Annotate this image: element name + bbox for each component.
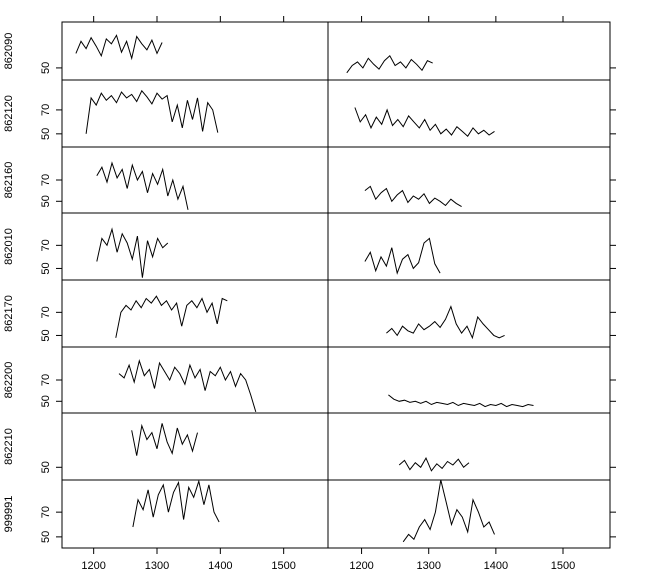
strip-label: 862090 xyxy=(3,33,15,70)
series-line xyxy=(96,227,169,278)
panel-frame xyxy=(61,479,611,549)
panel-frame xyxy=(61,412,611,481)
strip-label: 999991 xyxy=(3,496,15,533)
y-tick-label: 70 xyxy=(40,374,52,386)
y-tick-label: 70 xyxy=(40,104,52,116)
strip-label: 862010 xyxy=(3,228,15,265)
series-line xyxy=(85,89,219,134)
y-tick-label: 70 xyxy=(40,239,52,251)
y-tick-label: 50 xyxy=(40,195,52,207)
x-tick-label: 1300 xyxy=(145,560,169,572)
y-tick-label: 50 xyxy=(40,531,52,543)
y-tick-label: 50 xyxy=(40,128,52,140)
strip-label: 862210 xyxy=(3,428,15,465)
series-line xyxy=(115,295,228,338)
strip-label: 862160 xyxy=(3,162,15,199)
x-tick-label: 1200 xyxy=(81,560,105,572)
x-tick-label: 1300 xyxy=(416,560,440,572)
panel-frame xyxy=(61,279,611,348)
y-tick-label: 50 xyxy=(40,262,52,274)
panel-frame xyxy=(61,79,611,148)
panel-frame xyxy=(61,346,611,414)
y-tick-label: 50 xyxy=(40,461,52,473)
y-tick-label: 70 xyxy=(40,506,52,518)
strip-label: 862200 xyxy=(3,362,15,399)
strip-label: 862170 xyxy=(3,295,15,332)
x-tick-label: 1200 xyxy=(349,560,373,572)
strip-label: 862120 xyxy=(3,95,15,132)
series-line xyxy=(364,237,441,275)
series-line xyxy=(346,55,433,74)
series-line xyxy=(402,480,495,543)
x-tick-label: 1500 xyxy=(271,560,295,572)
y-tick-label: 70 xyxy=(40,174,52,186)
x-tick-label: 1500 xyxy=(551,560,575,572)
y-tick-label: 50 xyxy=(40,62,52,74)
series-line xyxy=(132,480,220,528)
series-line xyxy=(386,305,505,340)
series-line xyxy=(388,394,534,408)
panel-frame xyxy=(61,212,611,281)
series-line xyxy=(96,161,189,210)
x-tick-label: 1400 xyxy=(484,560,508,572)
series-line xyxy=(75,34,163,61)
series-line xyxy=(398,456,470,472)
y-tick-label: 50 xyxy=(40,329,52,341)
series-line xyxy=(118,358,257,413)
series-line xyxy=(131,423,198,456)
y-tick-label: 50 xyxy=(40,395,52,407)
series-line xyxy=(364,185,462,208)
panel-frame xyxy=(61,21,611,81)
x-tick-label: 1400 xyxy=(208,560,232,572)
series-line xyxy=(354,107,495,137)
y-tick-label: 70 xyxy=(40,306,52,318)
